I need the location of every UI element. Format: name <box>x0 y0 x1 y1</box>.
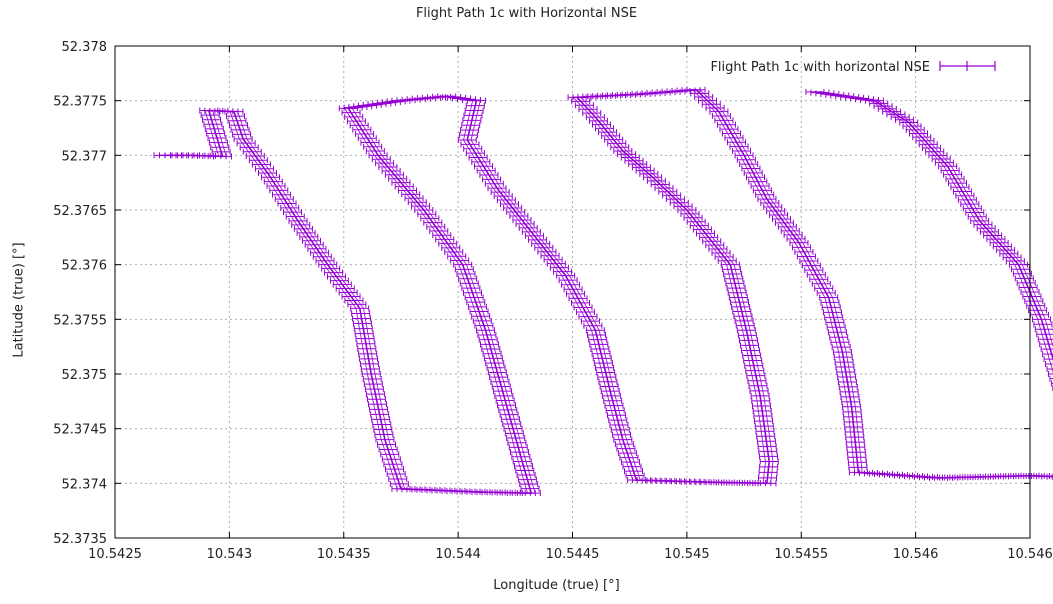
error-envelope-left <box>159 89 1053 494</box>
x-tick-label: 10.5455 <box>774 547 828 562</box>
y-tick-label: 52.3745 <box>53 423 107 438</box>
x-tick-label: 10.543 <box>207 547 253 562</box>
y-tick-label: 52.374 <box>62 477 108 492</box>
x-tick-label: 10.5445 <box>546 547 600 562</box>
y-tick-label: 52.3755 <box>53 313 107 328</box>
x-axis-label: Longitude (true) [°] <box>493 578 620 593</box>
plot-frame <box>114 45 1031 539</box>
error-envelope-right <box>166 89 1053 494</box>
y-tick-label: 52.3765 <box>53 204 107 219</box>
legend-entry-swatch <box>939 61 996 71</box>
y-tick-label: 52.375 <box>62 368 108 383</box>
x-tick-label: 10.5435 <box>317 547 371 562</box>
x-tick-label: 10.546 <box>1007 547 1053 562</box>
y-tick-label: 52.3775 <box>53 95 107 110</box>
x-tick-label: 10.545 <box>664 547 710 562</box>
chart-title: Flight Path 1c with Horizontal NSE <box>415 6 638 21</box>
x-tick-label: 10.5425 <box>88 547 142 562</box>
x-tick-label: 10.544 <box>435 547 481 562</box>
y-tick-label: 52.376 <box>62 259 108 274</box>
y-tick-label: 52.3735 <box>53 532 107 547</box>
series-flight-path <box>153 86 1053 497</box>
series-line <box>163 88 1053 495</box>
y-tick-label: 52.377 <box>62 149 108 164</box>
grid <box>115 46 1030 538</box>
y-tick-label: 52.378 <box>62 40 108 55</box>
x-tick-label: 10.546 <box>893 547 939 562</box>
legend-entry-label: Flight Path 1c with horizontal NSE <box>710 60 930 75</box>
y-axis-label: Latitude (true) [°] <box>11 242 27 358</box>
axis-ticks: 10.5425 10.543 10.5435 10.544 10.5445 10.545 1… <box>53 40 1053 562</box>
legend: Flight Path 1c with horizontal NSE <box>710 60 996 75</box>
